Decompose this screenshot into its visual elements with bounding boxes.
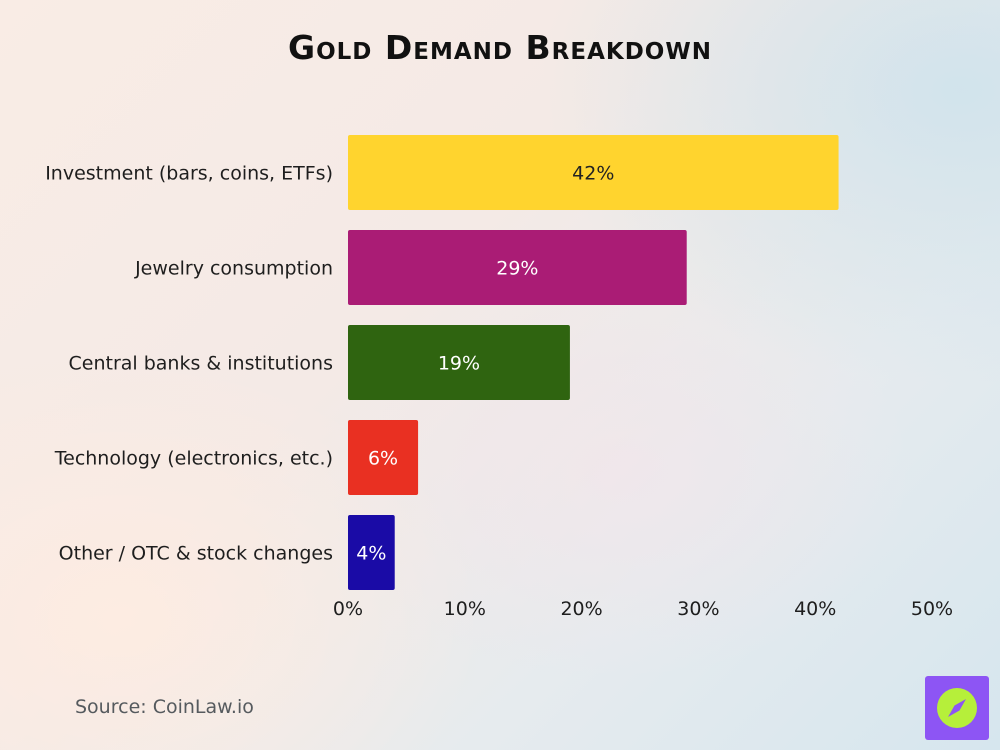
bar	[348, 230, 687, 305]
value-labels-group: 42% 29% 19% 6% 4%	[356, 163, 614, 565]
category-label: Jewelry consumption	[134, 258, 333, 280]
source-credit: Source: CoinLaw.io	[75, 696, 254, 718]
category-label: Investment (bars, coins, ETFs)	[45, 163, 333, 185]
x-tick-label: 10%	[444, 598, 486, 620]
bars-group	[348, 135, 839, 590]
bar	[348, 420, 419, 495]
chart-title: Gold Demand Breakdown	[288, 28, 712, 67]
data-label: 6%	[368, 448, 398, 470]
bar	[348, 135, 839, 210]
category-label: Central banks & institutions	[69, 353, 334, 375]
x-tick-label: 50%	[911, 598, 953, 620]
x-tick-label: 30%	[677, 598, 719, 620]
x-tick-label: 40%	[794, 598, 836, 620]
category-label: Technology (electronics, etc.)	[54, 448, 333, 470]
category-labels-group: Investment (bars, coins, ETFs) Jewelry co…	[45, 163, 333, 565]
compass-icon	[937, 688, 977, 728]
x-tick-label: 20%	[560, 598, 602, 620]
x-axis-ticks-group: 0% 10% 20% 30% 40% 50%	[333, 598, 953, 620]
data-label: 19%	[438, 353, 480, 375]
bar	[348, 515, 395, 590]
data-label: 4%	[356, 543, 386, 565]
data-label: 42%	[572, 163, 614, 185]
category-label: Other / OTC & stock changes	[59, 543, 333, 565]
bar	[348, 325, 570, 400]
brand-logo[interactable]	[925, 676, 989, 740]
x-tick-label: 0%	[333, 598, 363, 620]
bar-chart: Investment (bars, coins, ETFs) Jewelry co…	[45, 135, 953, 620]
data-label: 29%	[496, 258, 538, 280]
